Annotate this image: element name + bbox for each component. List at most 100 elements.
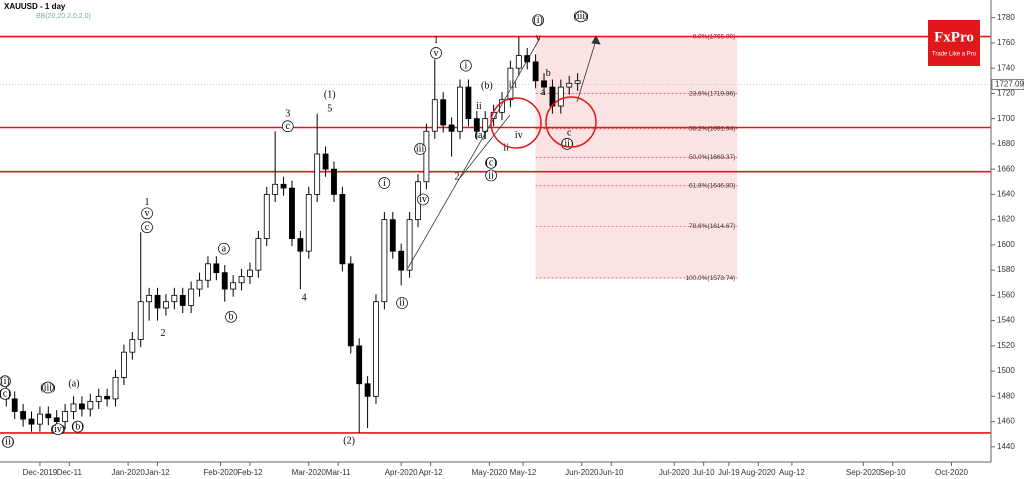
candle-body [78,403,85,410]
annotation-circle [218,242,230,255]
annotation: (a) [475,130,486,141]
annotation-circle [52,423,64,436]
x-tick-label: May-12 [510,468,537,477]
candle-body [331,168,337,195]
annotation-circle [575,10,587,23]
candle-body [322,153,329,170]
x-tick-label: May-2020 [472,468,508,477]
chart-title: XAUUSD - 1 day [4,2,66,11]
fib-label: 23.6%(1719.86) [689,90,735,97]
candle-body [137,301,144,340]
logo-box [928,20,980,66]
candle-body [36,413,43,425]
annotation-circle [0,387,11,400]
fib-label: 100.0%(1573.74) [685,275,735,282]
y-tick-label: 1680 [997,139,1015,148]
last-price-box [991,79,1024,90]
candle-body [541,80,547,88]
annotation: (i) [0,376,9,387]
candle-body [104,395,111,400]
candle-body [339,193,346,265]
y-tick-label: 1560 [997,290,1015,299]
fib-label: 61.8%(1646.80) [689,183,735,190]
annotation: (ii) [2,437,14,448]
candle-body [347,263,354,347]
candle-body [188,288,195,306]
annotation: (c) [486,158,497,169]
highlight-circle [490,97,542,149]
y-tick-label: 1480 [997,391,1015,400]
annotation: iv [419,194,427,205]
candle-body [356,345,363,385]
candle-body [213,263,220,274]
annotation: ii [503,142,509,153]
x-tick-label: Sep-2020 [846,468,881,477]
candle-body [314,153,321,195]
candle-body [62,411,69,423]
annotation: c [286,121,291,132]
x-tick-label: Feb-12 [237,468,263,477]
candle-body [238,276,245,284]
candle-body [566,82,573,88]
candle-body [11,398,18,412]
arrow-line [576,39,597,103]
candle-body [163,301,169,309]
x-tick-label: Jun-10 [599,468,624,477]
y-tick-label: 1600 [997,240,1015,249]
last-price-label: 1727.09 [995,80,1024,89]
x-tick-label: Jul-10 [693,468,715,477]
candle-body [87,401,94,410]
candle-body [272,183,279,195]
y-tick-label: 1500 [997,366,1015,375]
annotation: (1) [324,89,336,100]
candle-body [146,294,153,303]
x-tick-label: Aug-12 [779,468,805,477]
candle-body [389,219,396,252]
annotation: 4 [302,293,307,304]
y-tick-label: 1720 [997,89,1015,98]
annotation-circle [414,143,426,155]
annotation: (ii) [561,139,573,150]
x-tick-label: Sep-10 [880,468,906,477]
x-tick-label: Oct-2020 [935,468,968,477]
candle-body [121,351,127,378]
candle-body [196,279,203,290]
candle-body [364,383,371,397]
x-tick-label: Apr-2020 [385,468,418,477]
candle-body [448,124,455,132]
annotation: a [541,87,546,98]
x-tick-label: Dec-2019 [23,468,58,477]
candle-body [398,250,405,271]
annotation: 5 [327,103,332,114]
annotation: (b) [72,421,84,432]
annotation: c [145,222,150,233]
candle-body [381,219,388,303]
annotation: iv [515,130,523,141]
y-tick-label: 1780 [997,13,1015,22]
candle-body [171,294,178,303]
y-tick-label: 1640 [997,190,1015,199]
candle-body [297,238,304,252]
candle-body [499,99,505,113]
y-tick-label: 1580 [997,265,1015,274]
candle-body [95,395,102,402]
annotation: (2) [343,435,355,446]
y-tick-label: 1660 [997,164,1015,173]
annotation: iii [416,144,425,155]
fib-label: 78.6%(1614.67) [689,223,735,230]
annotation-circle [2,435,14,448]
annotation: (iii) [573,11,588,22]
trend-line [459,114,511,179]
candle-body [247,269,253,277]
annotation-circle [71,420,84,433]
x-tick-label: Jan-2020 [111,468,145,477]
annotation-layer: 1vc2ab3c4(1)5(2)iiiiiiiv1v2iii(b)(a)(c)i… [0,10,588,448]
candle-body [524,55,531,63]
y-tick-label: 1440 [997,442,1015,451]
chart-subtitle: BB(20,20,2,0,2,0) [36,13,91,20]
candle-body [129,339,136,353]
candle-body [515,55,522,69]
x-tick-label: Jul-19 [718,468,740,477]
candle-body [574,80,581,84]
candle-body [373,301,379,397]
